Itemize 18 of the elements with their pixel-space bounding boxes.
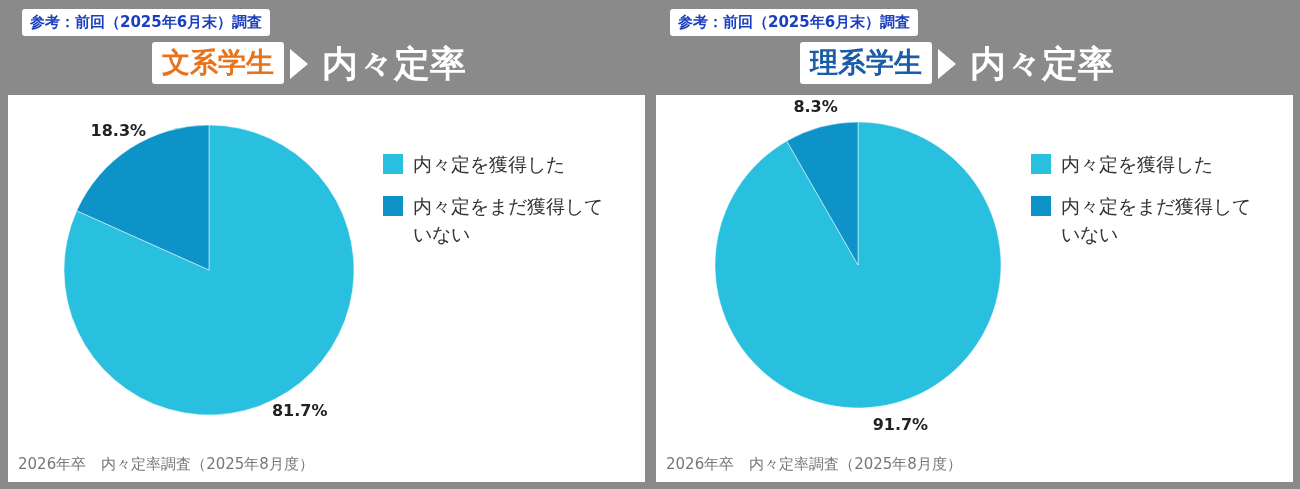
legend-label: 内々定をまだ獲得していない [413, 195, 603, 245]
text: 参考：前回（2025年6月末）調査 [670, 9, 919, 36]
pie-slice [714, 121, 1002, 408]
chart-title: 文系学生 [152, 42, 284, 84]
chart-subtitle: 内々定率 [970, 42, 1114, 86]
pie-slice [63, 124, 355, 415]
data-label: 8.3% [793, 97, 838, 117]
chart-subtitle: 内々定率 [322, 42, 466, 86]
data-label: 91.7% [872, 414, 929, 434]
legend-label: 内々定をまだ獲得していない [1061, 195, 1251, 245]
legend-label: 内々定を獲得した [413, 153, 565, 175]
data-label: 81.7% [271, 400, 328, 420]
text: 2026年卒 内々定率調査（2025年8月度） [18, 455, 314, 474]
chart-title: 理系学生 [800, 42, 932, 84]
legend-label: 内々定を獲得した [1061, 153, 1213, 175]
data-label: 18.3% [90, 121, 147, 141]
text: 参考：前回（2025年6月末）調査 [22, 9, 271, 36]
text: 2026年卒 内々定率調査（2025年8月度） [666, 455, 962, 474]
